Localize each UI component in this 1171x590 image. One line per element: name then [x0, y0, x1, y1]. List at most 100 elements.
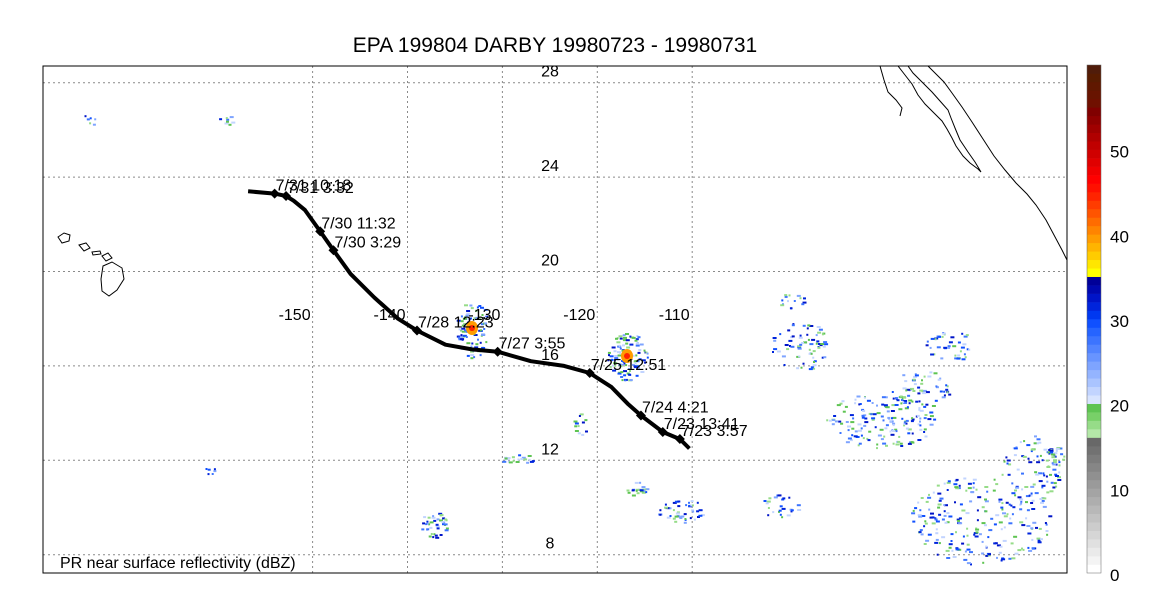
reflectivity-pixel: [963, 353, 966, 356]
reflectivity-pixel: [479, 329, 482, 332]
reflectivity-pixel: [946, 557, 951, 559]
reflectivity-pixel: [1001, 473, 1004, 476]
reflectivity-pixel: [863, 424, 867, 427]
reflectivity-pixel: [638, 358, 642, 361]
reflectivity-pixel: [1055, 475, 1059, 477]
reflectivity-pixel: [1032, 483, 1036, 486]
reflectivity-pixel: [669, 515, 672, 517]
reflectivity-pixel: [815, 334, 818, 337]
reflectivity-pixel: [1052, 486, 1056, 489]
reflectivity-pixel: [1042, 505, 1047, 508]
reflectivity-pixel: [639, 489, 644, 492]
colorbar-cell: [1087, 242, 1101, 252]
reflectivity-pixel: [863, 396, 866, 399]
reflectivity-pixel: [678, 516, 682, 519]
reflectivity-pixel: [952, 345, 957, 348]
reflectivity-pixel: [788, 496, 791, 499]
reflectivity-pixel: [902, 401, 905, 404]
reflectivity-pixel: [903, 421, 906, 424]
reflectivity-pixel: [207, 468, 211, 471]
reflectivity-pixel: [784, 294, 788, 297]
reflectivity-pixel: [1058, 471, 1061, 474]
reflectivity-pixel: [881, 396, 886, 399]
reflectivity-pixel: [473, 334, 478, 336]
reflectivity-pixel: [984, 500, 989, 503]
reflectivity-pixel: [1022, 455, 1027, 458]
reflectivity-pixel: [1046, 466, 1051, 468]
reflectivity-pixel: [789, 345, 791, 347]
reflectivity-pixel: [1063, 455, 1066, 458]
reflectivity-pixel: [948, 515, 953, 518]
reflectivity-pixel: [574, 430, 579, 432]
reflectivity-pixel: [620, 376, 624, 378]
reflectivity-pixel: [646, 352, 649, 355]
reflectivity-pixel: [1054, 473, 1058, 476]
reflectivity-pixel: [445, 527, 449, 530]
reflectivity-pixel: [637, 351, 641, 354]
reflectivity-pixel: [905, 419, 909, 422]
reflectivity-pixel: [906, 406, 909, 409]
reflectivity-pixel: [853, 435, 858, 438]
reflectivity-pixel: [913, 383, 917, 386]
reflectivity-pixel: [1041, 500, 1045, 502]
reflectivity-pixel: [807, 324, 811, 327]
reflectivity-pixel: [1020, 500, 1023, 503]
colorbar-cell: [1087, 115, 1101, 125]
reflectivity-pixel: [836, 404, 841, 407]
colorbar-cell: [1087, 107, 1101, 117]
reflectivity-pixel: [790, 345, 795, 348]
reflectivity-pixel: [684, 518, 687, 520]
colorbar-cell: [1087, 547, 1101, 557]
colorbar-cell: [1087, 90, 1101, 100]
reflectivity-pixel: [946, 385, 949, 388]
reflectivity-pixel: [938, 513, 942, 516]
reflectivity-pixel: [938, 542, 941, 545]
reflectivity-pixel: [698, 509, 703, 512]
reflectivity-pixel: [643, 349, 646, 352]
track-marker: [269, 188, 280, 199]
reflectivity-pixel: [581, 421, 585, 424]
reflectivity-pixel: [1019, 508, 1023, 511]
reflectivity-pixel: [641, 486, 646, 489]
reflectivity-pixel: [917, 514, 922, 517]
reflectivity-pixel: [943, 390, 946, 393]
coast-molokai: [91, 250, 102, 256]
reflectivity-pixel: [934, 338, 937, 341]
reflectivity-pixel: [880, 415, 884, 418]
reflectivity-pixel: [962, 535, 965, 538]
colorbar-cell: [1087, 158, 1101, 167]
reflectivity-pixel: [611, 346, 616, 349]
reflectivity-pixel: [950, 336, 955, 339]
longitude-label: -130: [468, 307, 500, 324]
reflectivity-pixel: [934, 541, 939, 544]
reflectivity-pixel: [978, 533, 982, 536]
reflectivity-pixel: [947, 345, 951, 348]
reflectivity-pixel: [946, 512, 950, 515]
reflectivity-pixel: [640, 371, 645, 373]
colorbar-tick-label: 30: [1110, 312, 1129, 331]
reflectivity-pixel: [639, 343, 644, 346]
reflectivity-pixel: [936, 553, 939, 556]
reflectivity-pixel: [995, 483, 999, 486]
reflectivity-pixel: [463, 324, 466, 327]
coast-baja-california: [897, 66, 982, 173]
reflectivity-pixel: [916, 414, 920, 417]
reflectivity-pixel: [895, 430, 898, 433]
reflectivity-pixel: [1027, 457, 1030, 460]
coastline-layer: [57, 66, 1067, 297]
reflectivity-pixel: [791, 335, 795, 338]
reflectivity-pixel: [639, 481, 642, 484]
reflectivity-pixel: [922, 389, 927, 392]
reflectivity-pixel: [817, 346, 821, 349]
colorbar-tick-label: 0: [1110, 566, 1119, 585]
reflectivity-pixel: [696, 510, 700, 513]
reflectivity-pixel: [442, 523, 444, 526]
reflectivity-pixel: [779, 513, 782, 516]
reflectivity-pixel: [1051, 462, 1054, 465]
reflectivity-pixel: [884, 427, 888, 430]
reflectivity-pixel: [925, 539, 930, 542]
reflectivity-pixel: [852, 417, 855, 420]
reflectivity-pixel: [614, 359, 616, 362]
reflectivity-pixel: [473, 356, 476, 359]
reflectivity-pixel: [912, 520, 916, 523]
